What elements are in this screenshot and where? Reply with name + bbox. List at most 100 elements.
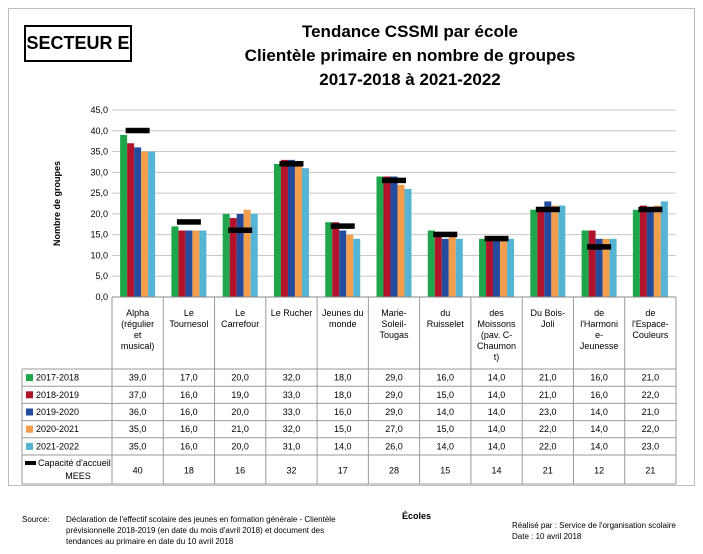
capacity-marker <box>638 206 663 213</box>
credit-line-1: Réalisé par : Service de l'organisation … <box>512 521 676 530</box>
bar <box>199 230 207 297</box>
table-cell-value: 35,0 <box>129 441 147 451</box>
table-cell-value: 16,0 <box>437 373 455 383</box>
bar <box>427 230 435 297</box>
legend-series-name: 2018-2019 <box>36 390 79 400</box>
bar <box>479 238 487 297</box>
category-label: t) <box>494 352 500 362</box>
capacity-marker <box>535 206 560 213</box>
table-cell-value: 18 <box>184 466 194 476</box>
table-cell-value: 21 <box>543 466 553 476</box>
bar <box>353 238 361 297</box>
table-cell-value: 16,0 <box>180 441 198 451</box>
table-cell-value: 14,0 <box>488 373 506 383</box>
table-cell-value: 22,0 <box>642 424 660 434</box>
bar <box>141 151 149 297</box>
legend-swatch <box>26 391 33 399</box>
category-label: Carrefour <box>221 319 259 329</box>
bar <box>148 151 156 297</box>
table-cell-value: 29,0 <box>385 407 403 417</box>
category-label: Ruisselet <box>427 319 465 329</box>
y-tick-label: 45,0 <box>90 105 108 115</box>
table-cell-value: 27,0 <box>385 424 403 434</box>
category-label: du <box>440 308 450 318</box>
table-cell-value: 16 <box>235 466 245 476</box>
bar <box>397 184 405 297</box>
y-tick-label: 15,0 <box>90 230 108 240</box>
table-cell-value: 33,0 <box>283 407 301 417</box>
y-tick-label: 25,0 <box>90 188 108 198</box>
capacity-marker <box>382 177 406 184</box>
table-cell-value: 36,0 <box>129 407 147 417</box>
table-cell-value: 16,0 <box>334 407 352 417</box>
bar <box>602 238 610 297</box>
category-label: Le Rucher <box>271 308 313 318</box>
bar <box>404 188 412 297</box>
bar <box>551 205 559 297</box>
table-cell-value: 16,0 <box>180 407 198 417</box>
source-text: Déclaration de l'effectif scolaire des j… <box>66 514 336 547</box>
table-cell-value: 14,0 <box>437 407 455 417</box>
table-cell-value: 16,0 <box>180 424 198 434</box>
capacity-marker <box>228 227 253 234</box>
table-cell-value: 21,0 <box>642 407 660 417</box>
bar <box>558 205 566 297</box>
bar <box>581 230 589 297</box>
table-cell-value: 21,0 <box>231 424 249 434</box>
bar <box>448 234 456 297</box>
category-label: (pav. C- <box>481 330 512 340</box>
y-tick-label: 10,0 <box>90 250 108 260</box>
source-line-2: prévisionnelle 2018-2019 (en date du moi… <box>66 526 325 535</box>
category-label: l'Espace- <box>632 319 669 329</box>
bar <box>441 238 449 297</box>
legend-swatch <box>26 425 33 433</box>
x-axis-label: Écoles <box>402 511 432 521</box>
chart-title-line-3: 2017-2018 à 2021-2022 <box>319 70 501 89</box>
table-cell-value: 22,0 <box>539 441 557 451</box>
table-cell-value: 14,0 <box>437 441 455 451</box>
bar <box>134 147 142 297</box>
capacity-marker <box>433 231 458 238</box>
table-cell-value: 14,0 <box>488 424 506 434</box>
table-cell-value: 15 <box>440 466 450 476</box>
category-label: Tougas <box>379 330 409 340</box>
credit-text: Réalisé par : Service de l'organisation … <box>512 520 676 542</box>
category-label: e- <box>595 330 603 340</box>
bar <box>171 226 179 297</box>
category-label: Jeunes du <box>322 308 364 318</box>
table-cell-value: 16,0 <box>180 390 198 400</box>
category-label: Joli <box>541 319 555 329</box>
chart-title-line-2: Clientèle primaire en nombre de groupes <box>244 46 576 65</box>
bar <box>383 176 391 297</box>
bar <box>273 164 281 297</box>
bar <box>229 218 237 297</box>
table-cell-value: 23,0 <box>539 407 557 417</box>
y-tick-label: 30,0 <box>90 167 108 177</box>
legend-capacity-name: Capacité d'accueil <box>38 458 111 468</box>
legend-capacity-name: MEES <box>65 471 91 481</box>
bar <box>486 238 494 297</box>
bar <box>493 238 501 297</box>
y-tick-label: 5,0 <box>95 271 108 281</box>
bar <box>609 238 617 297</box>
legend-series-name: 2021-2022 <box>36 441 79 451</box>
bar <box>325 222 333 297</box>
category-label: Jeunesse <box>580 341 619 351</box>
category-label: Couleurs <box>632 330 669 340</box>
source-line-3: tendances au primaire en date du 10 avri… <box>66 537 234 546</box>
chart-title-line-1: Tendance CSSMI par école <box>301 22 519 41</box>
table-cell-value: 12 <box>594 466 604 476</box>
table-cell-value: 14,0 <box>488 441 506 451</box>
table-cell-value: 22,0 <box>539 424 557 434</box>
table-cell-value: 39,0 <box>129 373 147 383</box>
bar <box>376 176 384 297</box>
table-cell-value: 18,0 <box>334 390 352 400</box>
bar <box>287 159 295 297</box>
bar <box>120 134 128 297</box>
table-cell-value: 33,0 <box>283 390 301 400</box>
bar <box>192 230 200 297</box>
table-cell-value: 17 <box>338 466 348 476</box>
bar <box>646 209 654 297</box>
y-axis-title: Nombre de groupes <box>52 161 62 246</box>
